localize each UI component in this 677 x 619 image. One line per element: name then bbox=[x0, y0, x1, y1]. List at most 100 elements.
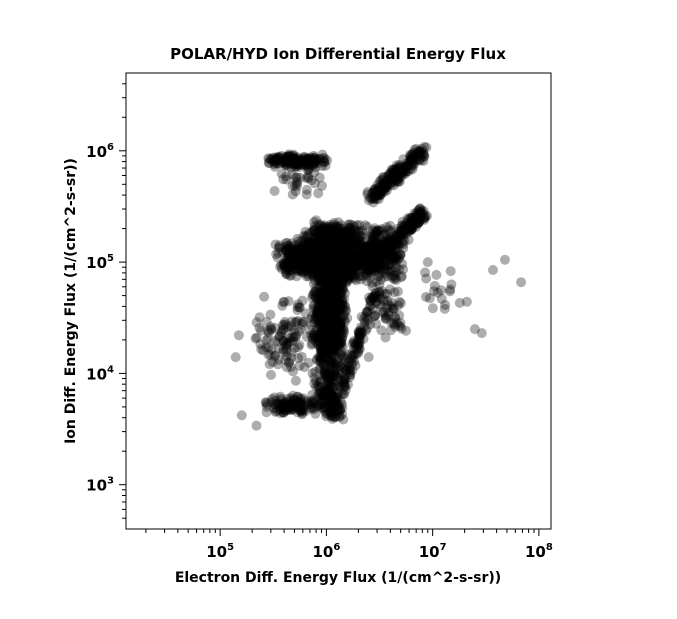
data-point bbox=[337, 264, 348, 274]
data-point bbox=[326, 236, 337, 246]
data-point bbox=[306, 311, 317, 322]
data-point bbox=[313, 245, 324, 256]
data-point bbox=[315, 258, 325, 269]
data-point bbox=[329, 330, 340, 341]
data-point bbox=[334, 254, 345, 265]
data-point bbox=[329, 229, 340, 240]
data-point bbox=[319, 273, 329, 284]
data-point bbox=[329, 329, 339, 340]
data-point bbox=[327, 271, 338, 282]
data-point bbox=[340, 232, 351, 242]
data-point bbox=[328, 367, 339, 378]
data-point bbox=[330, 240, 341, 251]
data-point bbox=[330, 231, 341, 242]
data-point bbox=[308, 289, 319, 300]
data-point bbox=[336, 247, 347, 258]
data-point bbox=[296, 253, 307, 264]
data-point bbox=[332, 259, 343, 270]
data-point bbox=[341, 237, 352, 248]
data-point bbox=[357, 236, 368, 247]
data-point bbox=[350, 269, 361, 280]
data-point bbox=[326, 261, 337, 272]
data-point bbox=[333, 340, 344, 351]
data-point bbox=[325, 399, 335, 410]
data-point bbox=[320, 288, 331, 299]
data-point bbox=[307, 333, 318, 344]
data-point bbox=[321, 279, 332, 290]
data-point bbox=[342, 274, 353, 285]
data-point bbox=[324, 288, 335, 299]
data-point bbox=[344, 257, 355, 268]
data-point bbox=[335, 319, 346, 330]
data-point bbox=[323, 295, 333, 306]
data-point bbox=[323, 392, 334, 403]
data-point bbox=[319, 326, 330, 337]
data-point bbox=[325, 254, 336, 265]
data-point bbox=[330, 238, 341, 249]
data-point bbox=[333, 302, 344, 312]
data-point bbox=[336, 349, 346, 360]
data-point bbox=[323, 283, 334, 294]
data-point bbox=[327, 327, 338, 338]
data-point bbox=[328, 245, 339, 256]
data-point bbox=[312, 267, 323, 278]
data-point bbox=[335, 262, 346, 272]
data-point bbox=[312, 354, 322, 365]
data-point bbox=[329, 330, 340, 341]
data-point bbox=[327, 299, 338, 310]
data-point bbox=[350, 262, 361, 273]
data-point bbox=[306, 260, 317, 270]
data-point bbox=[381, 312, 392, 323]
data-point bbox=[326, 326, 337, 337]
data-point bbox=[319, 253, 330, 264]
data-point bbox=[331, 237, 342, 247]
data-point bbox=[330, 370, 341, 381]
data-point bbox=[326, 355, 337, 366]
data-point bbox=[321, 386, 332, 396]
data-point bbox=[330, 249, 341, 260]
data-point bbox=[343, 253, 354, 264]
data-point bbox=[328, 237, 339, 248]
data-point bbox=[331, 307, 342, 318]
data-point bbox=[334, 232, 345, 243]
data-point bbox=[321, 298, 332, 309]
data-point bbox=[335, 280, 346, 291]
data-point bbox=[322, 251, 333, 262]
data-point bbox=[312, 338, 323, 349]
data-point bbox=[318, 247, 329, 258]
data-point bbox=[322, 296, 333, 307]
data-point bbox=[322, 308, 333, 319]
data-point bbox=[336, 271, 347, 282]
data-point bbox=[330, 240, 340, 251]
data-point bbox=[323, 275, 334, 286]
data-point bbox=[338, 251, 349, 262]
data-point bbox=[356, 270, 366, 281]
data-point bbox=[325, 239, 336, 250]
data-point bbox=[307, 368, 318, 379]
data-point bbox=[336, 270, 347, 280]
data-point bbox=[331, 227, 342, 238]
data-point bbox=[313, 381, 324, 392]
data-point bbox=[316, 277, 327, 288]
data-point bbox=[327, 328, 338, 339]
data-point bbox=[334, 305, 345, 316]
data-point bbox=[343, 271, 354, 282]
data-point bbox=[337, 256, 348, 267]
data-point bbox=[330, 242, 341, 253]
data-point bbox=[327, 246, 338, 257]
data-point bbox=[331, 260, 342, 271]
data-point bbox=[476, 328, 487, 339]
data-point bbox=[319, 230, 330, 241]
data-point bbox=[354, 271, 365, 282]
data-point bbox=[315, 265, 326, 276]
data-point bbox=[326, 291, 337, 302]
data-point bbox=[354, 256, 365, 267]
data-point bbox=[332, 372, 343, 383]
data-point bbox=[322, 313, 333, 324]
data-point bbox=[320, 236, 331, 246]
data-point bbox=[315, 256, 326, 267]
data-point bbox=[316, 336, 327, 346]
data-point bbox=[325, 248, 336, 259]
data-point bbox=[329, 247, 340, 257]
data-point bbox=[309, 257, 320, 268]
